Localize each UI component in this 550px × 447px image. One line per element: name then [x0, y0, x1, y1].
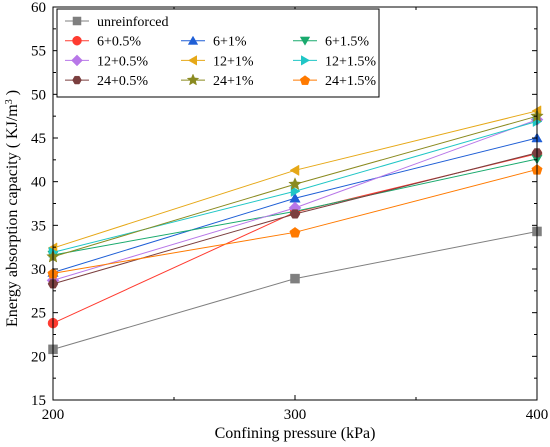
legend-marker: [299, 36, 311, 46]
legend-item: 6+0.5%: [65, 35, 141, 50]
legend: unreinforced 6+0.5% 6+1% 6+1.5% 12+0.5% 12+1%…: [56, 8, 380, 98]
legend-label: 6+1%: [213, 35, 247, 50]
y-tick-label: 25: [31, 306, 46, 322]
y-axis-title-main: Energy absorption capacity ( KJ/m: [4, 104, 21, 327]
y-tick-label: 35: [31, 218, 46, 234]
series-24+1.5%: [47, 164, 543, 279]
legend-item: 24+1.5%: [293, 74, 376, 89]
legend-box: [56, 8, 380, 98]
series-24+0.5%: [47, 148, 543, 289]
legend-label: 12+1%: [213, 54, 254, 69]
x-axis-title: Confining pressure (kPa): [215, 425, 376, 442]
y-axis: 15 20 25 30 35 40 45 50 55 60: [31, 0, 537, 409]
legend-item: 6+1%: [181, 35, 247, 50]
legend-label: 24+1.5%: [325, 74, 376, 89]
legend-item: unreinforced: [65, 15, 169, 30]
legend-marker: [72, 75, 82, 85]
legend-label: 6+1.5%: [325, 35, 369, 50]
y-tick-label: 45: [31, 131, 46, 147]
y-axis-title-superscript: 3: [4, 99, 15, 104]
legend-item: 6+1.5%: [293, 35, 369, 50]
legend-item: 12+0.5%: [65, 54, 148, 69]
y-tick-label: 50: [31, 87, 46, 103]
legend-marker: [72, 16, 82, 26]
data-point: [288, 177, 302, 191]
legend-label: 12+1.5%: [325, 54, 376, 69]
legend-label: 24+0.5%: [97, 74, 148, 89]
plot-area: [46, 105, 544, 355]
y-tick-label: 30: [31, 262, 46, 278]
legend-label: 6+0.5%: [97, 35, 141, 50]
y-tick-label: 15: [31, 393, 46, 409]
legend-marker: [187, 35, 199, 45]
legend-marker: [301, 55, 311, 66]
series-unreinforced: [48, 226, 542, 355]
legend-item: 24+1%: [181, 73, 254, 89]
legend-label: unreinforced: [97, 15, 169, 30]
data-point: [290, 185, 301, 197]
y-axis-title-close: ): [4, 90, 21, 99]
data-point: [289, 164, 300, 176]
data-point: [289, 227, 301, 238]
data-point: [289, 209, 301, 219]
legend-label: 12+0.5%: [97, 54, 148, 69]
x-tick-label: 200: [42, 407, 65, 423]
legend-marker: [187, 55, 197, 66]
x-tick-label: 300: [284, 407, 307, 423]
x-tick-label: 400: [526, 407, 549, 423]
series-24+1%: [46, 109, 544, 263]
y-tick-label: 20: [31, 349, 46, 365]
y-tick-label: 40: [31, 175, 46, 191]
y-tick-label: 55: [31, 44, 46, 60]
legend-marker: [299, 75, 311, 85]
legend-marker: [72, 35, 82, 46]
data-point: [290, 273, 300, 284]
legend-marker: [71, 54, 83, 67]
series-6+0.5%: [47, 148, 543, 329]
legend-marker: [186, 73, 200, 86]
y-tick-label: 60: [31, 0, 46, 16]
legend-item: 12+1%: [181, 54, 254, 69]
legend-item: 12+1.5%: [293, 54, 376, 69]
y-axis-title: Energy absorption capacity ( KJ/m3 ): [4, 90, 22, 327]
legend-item: 24+0.5%: [65, 74, 148, 89]
legend-label: 24+1%: [213, 74, 254, 89]
